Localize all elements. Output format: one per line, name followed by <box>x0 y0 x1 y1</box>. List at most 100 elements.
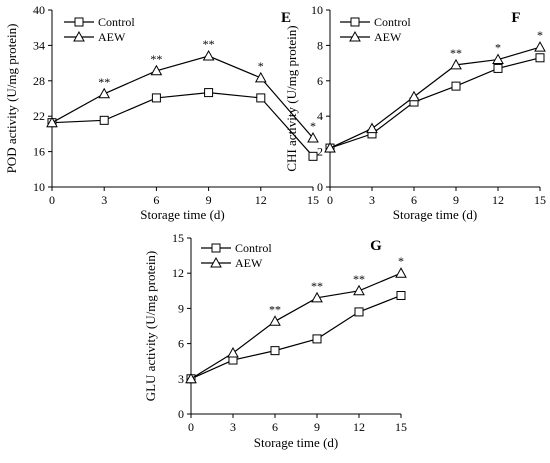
x-tick-label: 12 <box>255 193 267 207</box>
panel-letter: F <box>511 10 520 26</box>
legend-label-aew: AEW <box>98 30 126 44</box>
data-point-aew <box>307 132 319 143</box>
data-point-control <box>308 151 318 161</box>
data-point-control <box>396 290 406 300</box>
significance-label: ** <box>269 302 281 316</box>
y-tick-label: 4 <box>317 109 323 123</box>
data-point-aew <box>269 315 281 326</box>
data-point-control <box>354 307 364 317</box>
x-axis-title: Storage time (d) <box>140 207 224 222</box>
y-tick-label: 8 <box>317 38 323 52</box>
x-tick-label: 0 <box>49 193 55 207</box>
x-tick-label: 9 <box>206 193 212 207</box>
x-tick-label: 3 <box>230 420 236 434</box>
y-tick-label: 9 <box>178 301 184 315</box>
significance-label: * <box>537 28 543 42</box>
y-tick-label: 0 <box>317 180 323 194</box>
x-tick-label: 3 <box>369 193 375 207</box>
panel-letter: E <box>281 10 291 26</box>
y-tick-label: 10 <box>33 180 45 194</box>
y-axis-title: CHI activity (U/mg protein) <box>284 25 299 171</box>
legend-label-control: Control <box>374 15 411 29</box>
x-axis-title: Storage time (d) <box>254 435 338 450</box>
data-point-aew <box>353 284 365 296</box>
significance-label: ** <box>98 75 110 89</box>
x-tick-label: 9 <box>453 193 459 207</box>
x-tick-label: 9 <box>314 420 320 434</box>
data-point-aew <box>46 116 58 128</box>
significance-label: ** <box>150 52 162 66</box>
y-tick-label: 12 <box>172 266 184 280</box>
legend-marker-control <box>350 17 360 27</box>
data-point-control <box>493 63 503 73</box>
legend-marker-control <box>211 243 221 253</box>
data-point-control <box>270 346 280 356</box>
data-point-control <box>204 88 214 98</box>
legend-marker-aew <box>210 256 222 268</box>
data-point-aew <box>395 267 407 278</box>
data-point-aew <box>492 53 504 65</box>
x-axis-title: Storage time (d) <box>393 207 477 222</box>
y-tick-label: 28 <box>33 74 45 88</box>
significance-label: * <box>310 119 316 133</box>
y-tick-label: 6 <box>317 74 323 88</box>
series-line-aew <box>51 55 314 139</box>
data-point-control <box>451 81 461 91</box>
y-tick-label: 10 <box>311 3 323 17</box>
data-point-aew <box>408 90 420 102</box>
x-tick-label: 0 <box>327 193 333 207</box>
data-point-aew <box>254 71 267 83</box>
data-point-aew <box>150 64 163 76</box>
x-tick-label: 15 <box>307 193 319 207</box>
data-point-control <box>151 93 161 103</box>
y-tick-label: 16 <box>33 145 45 159</box>
legend-label-control: Control <box>235 241 272 255</box>
y-tick-label: 34 <box>33 38 45 52</box>
data-point-aew <box>366 122 378 134</box>
series-line-aew <box>329 46 541 149</box>
y-tick-label: 0 <box>178 407 184 421</box>
legend-marker-control <box>74 17 84 27</box>
panel-letter: G <box>370 238 382 254</box>
legend-label-aew: AEW <box>235 256 263 270</box>
x-tick-label: 6 <box>411 193 417 207</box>
data-point-aew <box>450 58 462 70</box>
y-tick-label: 2 <box>317 145 323 159</box>
significance-label: * <box>398 254 404 268</box>
y-tick-label: 40 <box>33 3 45 17</box>
significance-label: ** <box>450 46 462 60</box>
legend-marker-aew <box>349 30 361 42</box>
y-tick-label: 15 <box>172 231 184 245</box>
significance-label: * <box>495 41 501 55</box>
data-point-aew <box>311 291 323 303</box>
panel-e: 0 3 6 9 12 15 10 16 22 28 34 40 Storage time (d) POD … <box>4 3 319 222</box>
x-tick-label: 0 <box>188 420 194 434</box>
data-point-aew <box>202 49 215 61</box>
x-tick-label: 12 <box>492 193 504 207</box>
data-point-control <box>99 115 109 125</box>
panel-g: 0 3 6 9 12 15 0 3 6 9 12 15 Storage time (d) GLU acti… <box>143 231 407 450</box>
significance-label: ** <box>311 279 323 293</box>
series-line-aew <box>190 272 402 380</box>
data-point-aew <box>534 41 546 52</box>
y-axis-title: GLU activity (U/mg protein) <box>143 251 158 402</box>
data-point-control <box>256 93 266 103</box>
significance-label: ** <box>203 37 215 51</box>
y-tick-label: 22 <box>33 109 45 123</box>
x-tick-label: 12 <box>353 420 365 434</box>
significance-label: * <box>258 59 264 73</box>
data-point-aew <box>98 87 111 99</box>
legend-label-aew: AEW <box>374 30 402 44</box>
y-tick-label: 3 <box>178 372 184 386</box>
series-line-control <box>190 294 402 380</box>
data-point-aew <box>227 346 239 358</box>
legend-marker-aew <box>73 30 85 42</box>
significance-label: ** <box>353 272 365 286</box>
legend-label-control: Control <box>98 15 135 29</box>
y-axis-title: POD activity (U/mg protein) <box>4 24 19 174</box>
x-tick-label: 15 <box>395 420 407 434</box>
series-line-control <box>329 57 541 149</box>
x-tick-label: 3 <box>101 193 107 207</box>
